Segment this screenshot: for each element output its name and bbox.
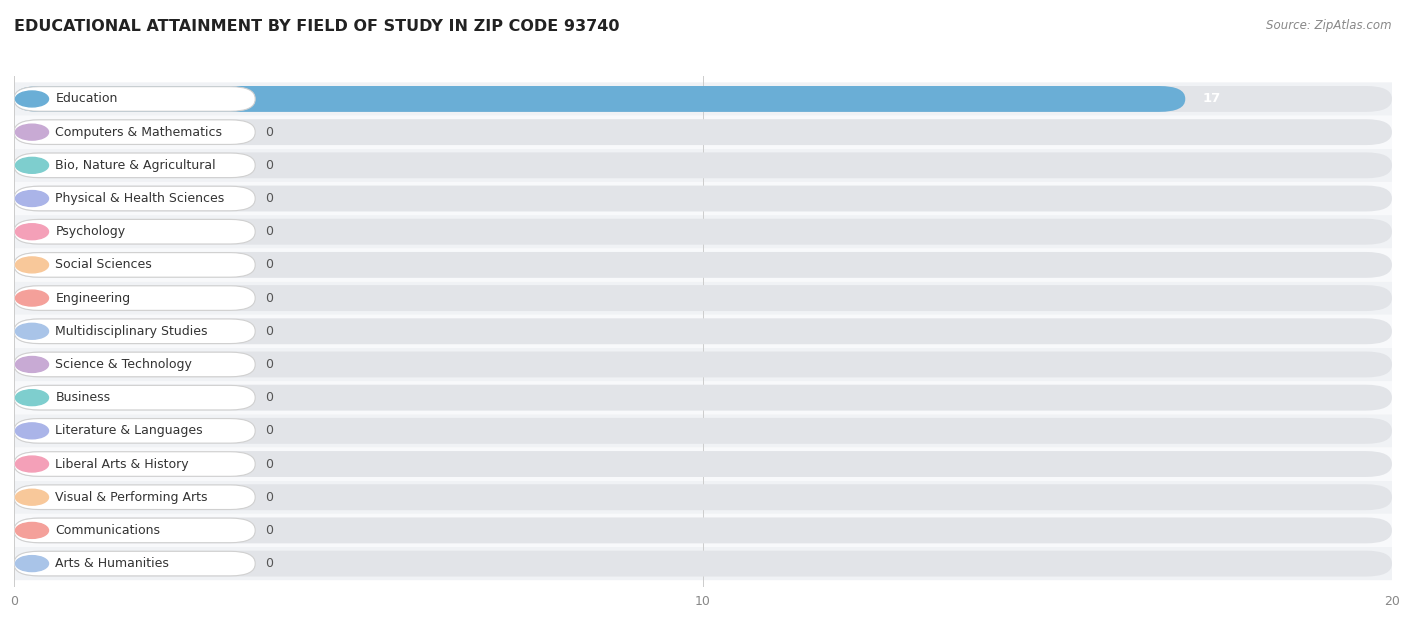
Text: 0: 0: [266, 424, 274, 437]
Circle shape: [15, 224, 48, 240]
FancyBboxPatch shape: [14, 551, 256, 576]
FancyBboxPatch shape: [14, 517, 1392, 543]
Text: Physical & Health Sciences: Physical & Health Sciences: [55, 192, 225, 205]
FancyBboxPatch shape: [14, 153, 256, 177]
FancyBboxPatch shape: [14, 186, 256, 211]
FancyBboxPatch shape: [14, 385, 1392, 411]
Circle shape: [15, 556, 48, 572]
FancyBboxPatch shape: [14, 86, 1185, 112]
Circle shape: [15, 522, 48, 538]
Text: EDUCATIONAL ATTAINMENT BY FIELD OF STUDY IN ZIP CODE 93740: EDUCATIONAL ATTAINMENT BY FIELD OF STUDY…: [14, 19, 620, 34]
FancyBboxPatch shape: [14, 152, 1392, 179]
FancyBboxPatch shape: [14, 547, 1392, 580]
FancyBboxPatch shape: [14, 481, 1392, 514]
Text: Social Sciences: Social Sciences: [55, 259, 152, 271]
Text: Computers & Mathematics: Computers & Mathematics: [55, 126, 222, 139]
FancyBboxPatch shape: [14, 249, 1392, 281]
FancyBboxPatch shape: [14, 252, 1392, 278]
FancyBboxPatch shape: [14, 418, 256, 443]
Circle shape: [15, 390, 48, 406]
FancyBboxPatch shape: [14, 551, 1392, 577]
Circle shape: [15, 489, 48, 505]
FancyBboxPatch shape: [14, 418, 1392, 444]
Text: 0: 0: [266, 491, 274, 504]
Circle shape: [15, 290, 48, 306]
FancyBboxPatch shape: [14, 315, 1392, 348]
FancyBboxPatch shape: [14, 220, 256, 244]
FancyBboxPatch shape: [14, 351, 1392, 377]
Circle shape: [15, 191, 48, 206]
Text: Visual & Performing Arts: Visual & Performing Arts: [55, 491, 208, 504]
FancyBboxPatch shape: [14, 219, 1392, 245]
FancyBboxPatch shape: [14, 119, 1392, 145]
Text: Bio, Nature & Agricultural: Bio, Nature & Agricultural: [55, 159, 217, 172]
Circle shape: [15, 91, 48, 107]
Circle shape: [15, 157, 48, 174]
FancyBboxPatch shape: [14, 252, 256, 277]
Circle shape: [15, 357, 48, 372]
Text: 17: 17: [1202, 93, 1220, 105]
FancyBboxPatch shape: [14, 182, 1392, 215]
Text: Science & Technology: Science & Technology: [55, 358, 193, 371]
FancyBboxPatch shape: [14, 186, 1392, 211]
FancyBboxPatch shape: [14, 485, 256, 509]
Text: 0: 0: [266, 159, 274, 172]
Text: 0: 0: [266, 225, 274, 239]
Circle shape: [15, 257, 48, 273]
FancyBboxPatch shape: [14, 386, 256, 410]
Circle shape: [15, 323, 48, 339]
FancyBboxPatch shape: [14, 484, 1392, 510]
FancyBboxPatch shape: [14, 86, 1392, 112]
Text: Literature & Languages: Literature & Languages: [55, 424, 202, 437]
Text: Psychology: Psychology: [55, 225, 125, 239]
FancyBboxPatch shape: [14, 83, 1392, 115]
Text: Arts & Humanities: Arts & Humanities: [55, 557, 169, 570]
Text: 0: 0: [266, 557, 274, 570]
Text: Liberal Arts & History: Liberal Arts & History: [55, 457, 188, 471]
FancyBboxPatch shape: [14, 318, 1392, 345]
Circle shape: [15, 124, 48, 140]
FancyBboxPatch shape: [14, 452, 256, 476]
FancyBboxPatch shape: [14, 319, 256, 343]
Text: 0: 0: [266, 259, 274, 271]
FancyBboxPatch shape: [14, 518, 256, 543]
Text: 0: 0: [266, 126, 274, 139]
Text: Source: ZipAtlas.com: Source: ZipAtlas.com: [1267, 19, 1392, 32]
FancyBboxPatch shape: [14, 414, 1392, 447]
Text: Multidisciplinary Studies: Multidisciplinary Studies: [55, 325, 208, 338]
Text: 0: 0: [266, 325, 274, 338]
Text: 0: 0: [266, 524, 274, 537]
Circle shape: [15, 423, 48, 439]
Text: 0: 0: [266, 391, 274, 404]
FancyBboxPatch shape: [14, 115, 1392, 149]
FancyBboxPatch shape: [14, 451, 1392, 477]
FancyBboxPatch shape: [14, 120, 256, 144]
FancyBboxPatch shape: [14, 281, 1392, 315]
Text: 0: 0: [266, 457, 274, 471]
Text: Engineering: Engineering: [55, 292, 131, 305]
FancyBboxPatch shape: [14, 381, 1392, 414]
Text: Business: Business: [55, 391, 111, 404]
Text: 0: 0: [266, 358, 274, 371]
FancyBboxPatch shape: [14, 86, 256, 111]
Text: 0: 0: [266, 192, 274, 205]
FancyBboxPatch shape: [14, 352, 256, 377]
FancyBboxPatch shape: [14, 348, 1392, 381]
Text: Communications: Communications: [55, 524, 160, 537]
Circle shape: [15, 456, 48, 472]
FancyBboxPatch shape: [14, 149, 1392, 182]
FancyBboxPatch shape: [14, 447, 1392, 481]
FancyBboxPatch shape: [14, 514, 1392, 547]
FancyBboxPatch shape: [14, 215, 1392, 249]
FancyBboxPatch shape: [14, 285, 1392, 311]
Text: Education: Education: [55, 93, 118, 105]
FancyBboxPatch shape: [14, 286, 256, 310]
Text: 0: 0: [266, 292, 274, 305]
